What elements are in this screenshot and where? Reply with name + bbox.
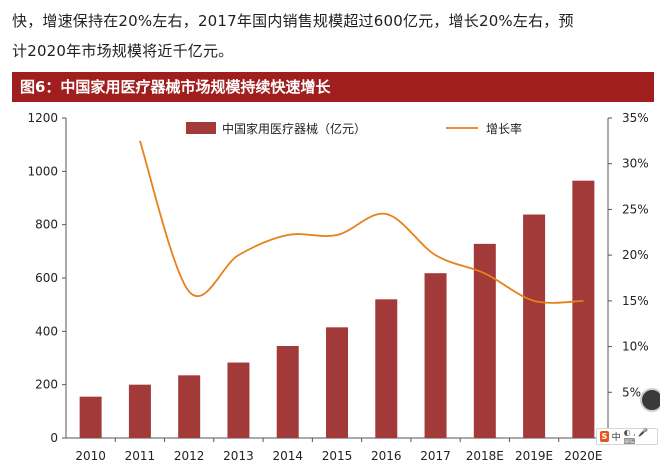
legend-bar-swatch — [186, 122, 216, 134]
left-tick-label: 1000 — [27, 164, 58, 178]
market-size-chart: 0 200 400 600 800 1000 1200 5% 10% 15% 20% 25% 30% 35… — [27, 111, 648, 463]
x-tick-label: 2014 — [272, 449, 303, 463]
ime-toolbar[interactable]: S 中 ◐ , 🎤 ⌨ — [596, 427, 658, 446]
figure-title: 图6：中国家用医疗器械市场规模持续快速增长 — [12, 72, 654, 102]
bar-2010 — [79, 396, 102, 438]
chart-legend: 中国家用医疗器械（亿元） 增长率 — [186, 121, 522, 136]
x-tick-label: 2019E — [515, 449, 553, 463]
x-tick-label: 2015 — [322, 449, 353, 463]
bar-2012 — [178, 375, 201, 438]
legend-bar-label: 中国家用医疗器械（亿元） — [222, 121, 366, 136]
chart-bars — [79, 180, 595, 438]
bar-2016 — [375, 299, 398, 438]
left-tick-label: 1200 — [27, 111, 58, 125]
x-tick-label: 2017 — [420, 449, 451, 463]
growth-rate-line — [139, 140, 584, 304]
x-tick-label: 2018E — [466, 449, 504, 463]
bar-2020E — [572, 180, 595, 438]
intro-line-1: 快，增速保持在20%左右，2017年国内销售规模超过600亿元，增长20%左右，… — [12, 12, 574, 30]
chart-growth-line — [139, 140, 584, 304]
left-tick-label: 600 — [35, 271, 58, 285]
right-tick-label: 25% — [622, 202, 649, 216]
bar-2019E — [523, 214, 546, 438]
left-tick-label: 0 — [50, 431, 58, 445]
left-tick-label: 800 — [35, 218, 58, 232]
ime-mode-label[interactable]: 中 — [611, 433, 621, 443]
x-tick-label: 2010 — [75, 449, 106, 463]
right-tick-label: 15% — [622, 294, 649, 308]
legend-line-label: 增长率 — [486, 121, 522, 136]
bar-2011 — [128, 384, 151, 438]
sogou-logo-icon[interactable]: S — [600, 431, 609, 442]
bar-2013 — [227, 362, 250, 438]
right-tick-label: 30% — [622, 157, 649, 171]
bar-2017 — [424, 273, 447, 438]
intro-text: 快，增速保持在20%左右，2017年国内销售规模超过600亿元，增长20%左右，… — [12, 6, 652, 66]
left-tick-label: 200 — [35, 378, 58, 392]
x-tick-label: 2013 — [223, 449, 254, 463]
chart-axes: 0 200 400 600 800 1000 1200 5% 10% 15% 20% 25% 30% 35… — [27, 111, 648, 463]
right-tick-label: 5% — [622, 385, 641, 399]
floating-assistant-icon[interactable] — [640, 388, 660, 412]
x-tick-label: 2016 — [371, 449, 402, 463]
right-tick-label: 20% — [622, 248, 649, 262]
bar-2018E — [473, 243, 496, 438]
x-tick-label: 2020E — [564, 449, 602, 463]
ime-glyphs[interactable]: ◐ , 🎤 ⌨ — [623, 427, 649, 446]
bar-2014 — [276, 346, 299, 438]
bar-2015 — [326, 327, 348, 438]
right-tick-label: 10% — [622, 340, 649, 354]
left-tick-label: 400 — [35, 324, 58, 338]
intro-line-2: 计2020年市场规模将近千亿元。 — [12, 42, 234, 60]
right-tick-label: 35% — [622, 111, 649, 125]
x-tick-label: 2012 — [174, 449, 205, 463]
x-tick-label: 2011 — [125, 449, 156, 463]
